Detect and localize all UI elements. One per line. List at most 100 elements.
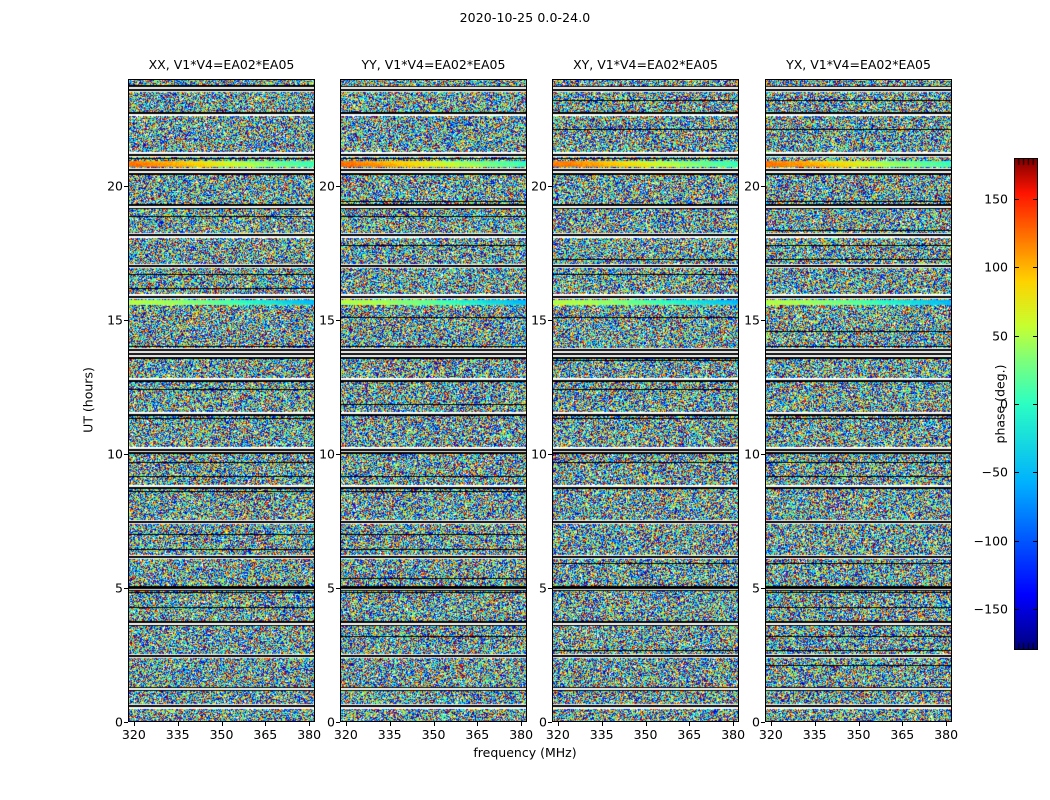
x-tick-label: 320 <box>333 727 358 742</box>
panel-yy[interactable]: YY, V1*V4=EA02*EA05 0 5 10 15 20 320 335 350 365 3… <box>319 57 533 742</box>
x-tick <box>389 722 391 726</box>
colorbar-tick <box>1033 472 1038 474</box>
colorbar-tick-inner <box>1014 335 1019 337</box>
y-tick-label: 20 <box>744 178 760 194</box>
colorbar-tick-label: −50 <box>981 464 1008 480</box>
y-tick <box>124 454 128 456</box>
y-tick <box>336 454 340 456</box>
y-tick <box>761 186 765 188</box>
x-tick <box>557 722 559 726</box>
y-tick-label: 15 <box>107 312 123 328</box>
x-tick-label: 365 <box>253 727 278 742</box>
y-tick <box>336 320 340 322</box>
y-tick <box>336 588 340 590</box>
colorbar-tick-label: 0 <box>1000 396 1008 412</box>
colorbar-tick-inner <box>1014 199 1019 200</box>
y-tick <box>761 320 765 322</box>
x-tick-label: 335 <box>165 727 190 742</box>
panel-title-xy: XY, V1*V4=EA02*EA05 <box>573 57 718 72</box>
x-tick <box>477 722 479 726</box>
y-tick <box>761 722 765 723</box>
x-tick-label: 350 <box>209 727 234 742</box>
y-tick <box>336 186 340 188</box>
y-tick-label: 10 <box>531 446 547 462</box>
y-tick-label: 10 <box>107 446 123 462</box>
panel-xy[interactable]: XY, V1*V4=EA02*EA05 0 5 10 15 20 320 335 350 365 3… <box>531 57 745 742</box>
y-tick <box>548 722 552 723</box>
colorbar-tick-label: −150 <box>973 601 1008 617</box>
colorbar-tick-inner <box>1014 472 1019 474</box>
y-tick <box>548 588 552 590</box>
panel-heatmap-xx <box>128 79 315 722</box>
colorbar-tick-inner <box>1014 267 1019 269</box>
y-tick-label: 15 <box>319 312 335 328</box>
y-tick <box>124 186 128 188</box>
panel-heatmap-yx <box>765 79 952 722</box>
colorbar-tick-label: 150 <box>984 191 1008 207</box>
x-tick-label: 380 <box>934 727 959 742</box>
y-tick <box>336 722 340 723</box>
colorbar-tick <box>1033 540 1038 542</box>
x-tick-label: 350 <box>633 727 658 742</box>
panel-title-xx: XX, V1*V4=EA02*EA05 <box>148 57 295 72</box>
y-tick <box>548 320 552 322</box>
figure-suptitle: 2020-10-25 0.0-24.0 <box>459 10 591 25</box>
y-tick <box>548 186 552 188</box>
y-tick-label: 10 <box>319 446 335 462</box>
colorbar-tick-inner <box>1014 540 1019 542</box>
x-tick-label: 365 <box>677 727 702 742</box>
y-tick <box>548 454 552 456</box>
x-tick <box>433 722 435 726</box>
y-tick-label: 5 <box>327 580 335 596</box>
x-tick-label: 320 <box>545 727 570 742</box>
x-tick-label: 350 <box>421 727 446 742</box>
x-tick <box>265 722 267 726</box>
y-tick <box>761 454 765 456</box>
panel-xx[interactable]: XX, V1*V4=EA02*EA05 0 5 10 15 20 320 335 350 365 3… <box>107 57 321 742</box>
colorbar-tick-inner <box>1014 609 1019 610</box>
x-tick-label: 320 <box>121 727 146 742</box>
x-tick <box>733 722 735 726</box>
x-tick <box>221 722 223 726</box>
colorbar-tick <box>1033 404 1038 405</box>
x-tick <box>177 722 179 726</box>
y-tick-label: 20 <box>531 178 547 194</box>
panel-title-yy: YY, V1*V4=EA02*EA05 <box>361 57 506 72</box>
y-tick-label: 0 <box>327 714 335 730</box>
panel-heatmap-xy <box>552 79 739 722</box>
x-tick <box>133 722 135 726</box>
x-tick <box>601 722 603 726</box>
x-tick <box>345 722 347 726</box>
y-tick-label: 0 <box>115 714 123 730</box>
colorbar-label: phase (deg.) <box>992 364 1008 444</box>
colorbar[interactable]: −150 −100 −50 0 50 100 150 <box>974 158 1038 650</box>
x-axis-label: frequency (MHz) <box>473 745 577 760</box>
y-tick-label: 5 <box>752 580 760 596</box>
y-tick-label: 5 <box>115 580 123 596</box>
x-tick-label: 380 <box>297 727 322 742</box>
y-tick-label: 20 <box>319 178 335 194</box>
x-tick-label: 380 <box>721 727 746 742</box>
x-tick-label: 365 <box>890 727 915 742</box>
y-tick-label: 15 <box>744 312 760 328</box>
colorbar-tick <box>1033 335 1038 337</box>
x-tick-label: 335 <box>377 727 402 742</box>
x-tick <box>902 722 904 726</box>
y-tick <box>124 588 128 590</box>
y-tick <box>124 722 128 723</box>
x-tick <box>770 722 772 726</box>
x-tick-label: 320 <box>758 727 783 742</box>
colorbar-tick-label: 100 <box>984 259 1008 275</box>
panel-title-yx: YX, V1*V4=EA02*EA05 <box>786 57 931 72</box>
panel-yx[interactable]: YX, V1*V4=EA02*EA05 0 5 10 15 20 320 335 350 365 3… <box>744 57 958 742</box>
x-tick-label: 335 <box>802 727 827 742</box>
panel-heatmap-yy <box>340 79 527 722</box>
x-tick <box>645 722 647 726</box>
x-tick-label: 380 <box>509 727 534 742</box>
x-tick <box>309 722 311 726</box>
colorbar-tick <box>1033 199 1038 200</box>
y-tick-label: 0 <box>539 714 547 730</box>
y-tick-label: 10 <box>744 446 760 462</box>
y-tick-label: 0 <box>752 714 760 730</box>
